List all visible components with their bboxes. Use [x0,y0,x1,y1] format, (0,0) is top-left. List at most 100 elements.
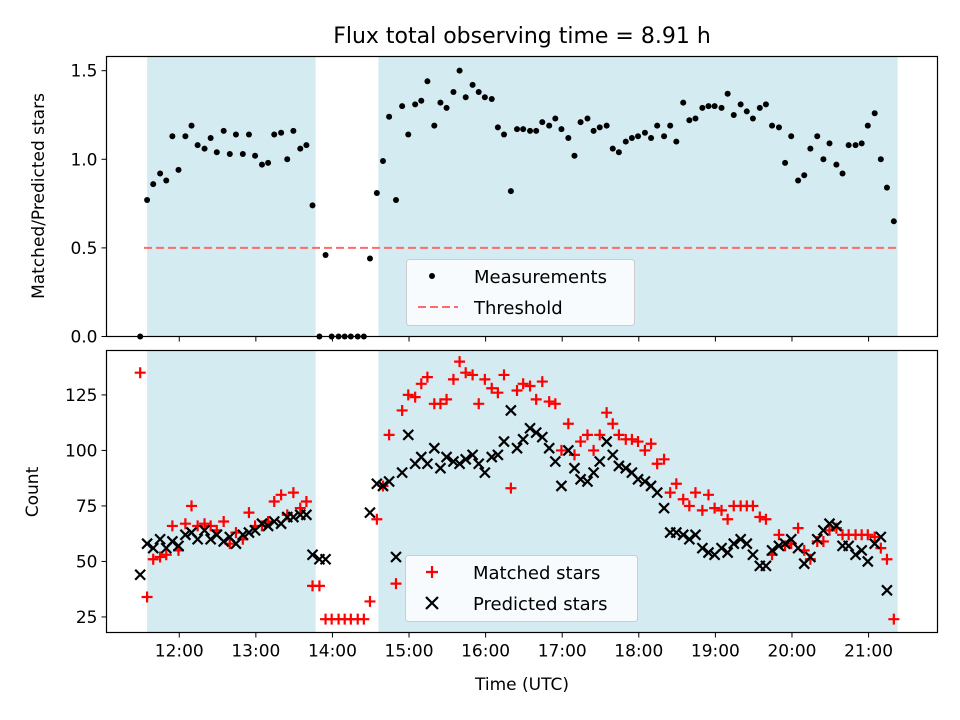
measurement-point [182,133,189,140]
predicted-star-point [134,568,146,581]
predicted-star-point [581,475,594,488]
matched-star-point [664,487,676,499]
matched-star-point [447,373,459,385]
bottom-xtick-label: 20:00 [767,642,816,662]
measurement-point [226,150,233,157]
predicted-star-point [402,429,415,441]
top-plot-frame [105,55,939,338]
measurement-point [749,115,756,122]
measurement-point [501,131,508,138]
predicted-star-point [811,533,824,546]
predicted-star-point [300,509,313,521]
bottom-xtick-label: 18:00 [614,642,663,662]
x-axis-label: Time (UTC) [474,675,569,695]
predicted-star-point [677,529,689,541]
matched-star-point [881,553,893,565]
measurement-point [239,150,246,157]
matched-star-point [505,482,517,494]
matched-star-point [517,378,529,390]
measurement-point [297,145,304,152]
predicted-star-point [689,529,702,541]
matched-star-point [722,513,734,525]
predicted-star-point [147,542,159,554]
measurement-point [864,122,871,129]
chart-title: Flux total observing time = 8.91 h [333,24,711,49]
matched-star-point [313,580,325,592]
predicted-star-point [319,553,332,566]
predicted-star-point [459,453,472,466]
measurement-point [520,126,527,133]
bottom-xtick-label: 13:00 [231,642,280,662]
predicted-star-point [396,466,408,479]
measurement-point [456,67,463,74]
predicted-star-point [466,449,479,461]
matched-star-point [645,438,657,450]
matched-star-point [390,578,402,590]
predicted-star-point [747,549,759,561]
measurement-point [667,122,674,129]
bottom-xtick-label: 17:00 [538,642,587,662]
legend-predicted-marker [425,596,439,610]
predicted-star-point [505,404,517,417]
matched-star-point [575,436,587,448]
matched-star-point [747,500,759,512]
predicted-star-point [191,533,204,546]
matched-star-point [460,367,472,379]
measurement-point [207,135,214,142]
measurement-point [443,104,450,111]
predicted-star-point [377,480,389,492]
top-legend: Measurements Threshold [406,259,635,326]
measurement-point [475,88,482,95]
matched-star-point [773,529,785,541]
measurement-point [144,197,151,204]
matched-star-point [601,407,613,419]
matched-star-point [243,507,255,519]
predicted-star-point [262,520,274,532]
predicted-star-point [632,473,644,486]
measurement-point [405,131,412,138]
matched-star-point [275,489,287,501]
measurement-point [565,135,572,142]
matched-star-point [555,444,567,456]
measurement-point [157,170,164,177]
matched-star-point [677,493,689,505]
matched-star-point [199,518,211,530]
predicted-star-point [862,555,874,568]
measurement-point [366,255,373,262]
predicted-star-point [371,477,383,490]
measurement-point [169,133,176,140]
measurement-point [711,103,718,110]
bottom-ytick-label: 100 [65,441,97,461]
measurement-point [386,113,393,120]
measurement-point [373,189,380,196]
measurement-point [258,161,265,168]
measurement-point [603,122,610,129]
measurement-point [194,142,201,149]
measurement-point [686,117,693,124]
predicted-star-point [141,537,153,550]
predicted-star-point [760,560,772,572]
matched-star-point [754,511,766,523]
measurement-point [775,124,782,131]
predicted-star-point [593,455,606,468]
predicted-star-point [804,551,817,563]
measurement-point [622,138,629,145]
predicted-star-point [543,442,555,454]
measurement-point [705,103,712,110]
matched-star-point [479,373,491,385]
predicted-star-point [842,540,855,552]
predicted-star-point [268,515,281,528]
measurement-point [852,142,859,149]
bottom-ytick-label: 125 [65,386,97,406]
matched-star-point [760,513,772,525]
predicted-star-point [830,520,843,532]
matched-star-point [434,398,446,410]
matched-star-point [294,502,306,514]
top-ytick-label: 0.0 [70,328,97,348]
matched-star-point [300,495,312,507]
bottom-xtick-label: 16:00 [461,642,510,662]
measurement-point [481,94,488,101]
matched-star-point [639,444,651,456]
legend-predicted-label: Predicted stars [473,594,607,615]
measurement-point [807,145,814,152]
